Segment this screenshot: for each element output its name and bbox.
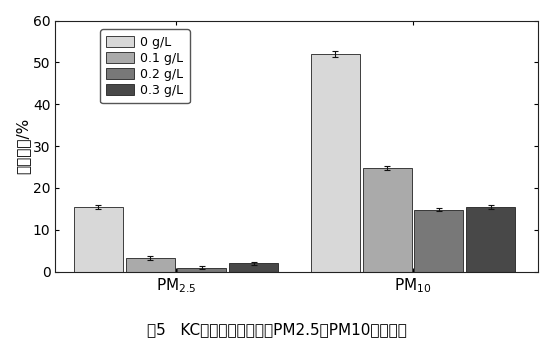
Bar [178, 268, 226, 272]
Bar [126, 258, 175, 272]
Bar [363, 168, 412, 272]
Bar [229, 263, 278, 272]
Legend: 0 g/L, 0.1 g/L, 0.2 g/L, 0.3 g/L: 0 g/L, 0.1 g/L, 0.2 g/L, 0.3 g/L [100, 29, 190, 103]
Text: 图5   KC的含量对飞灰中的PM2.5、PM10含量影响: 图5 KC的含量对飞灰中的PM2.5、PM10含量影响 [147, 323, 406, 338]
Bar [414, 210, 463, 272]
Y-axis label: 体积分数/%: 体积分数/% [15, 118, 30, 174]
Bar [466, 207, 515, 272]
Bar [311, 54, 360, 272]
Bar [74, 207, 123, 272]
